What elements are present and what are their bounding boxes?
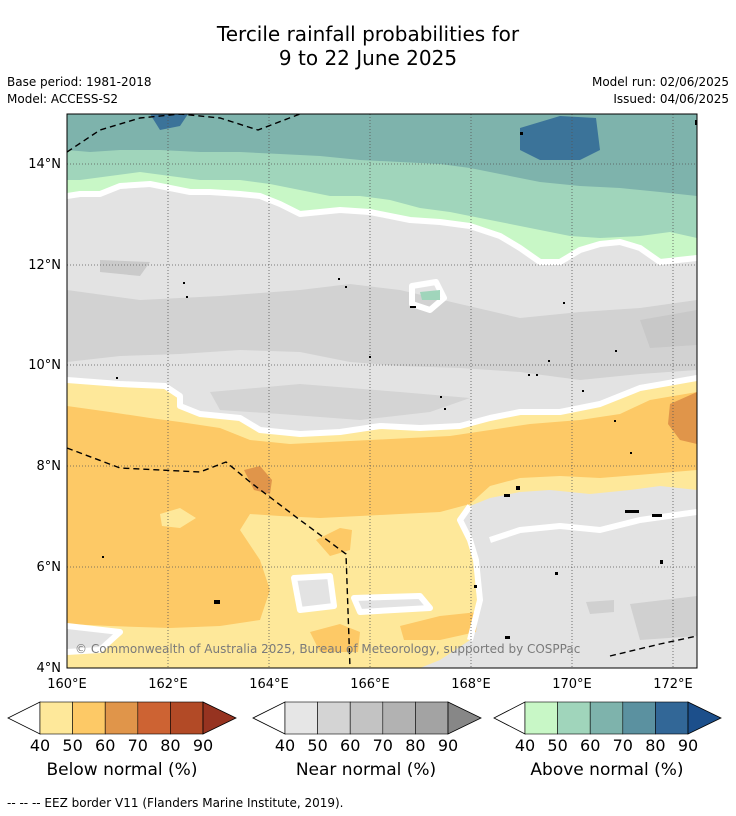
legend-colorbars: 40 50 60 70 80 90 40 50 60 70 80 90 40 50 60 70 80 90 bbox=[7, 701, 722, 755]
legend-color-swatch bbox=[589, 701, 624, 735]
legend-color-swatch bbox=[317, 701, 351, 735]
above-80-region-west bbox=[150, 114, 188, 130]
legend-above-label: Above normal (%) bbox=[530, 760, 684, 780]
legend-upper-extension bbox=[202, 701, 237, 735]
x-tick-label: 166°E bbox=[350, 677, 390, 692]
above-80-region bbox=[520, 116, 600, 160]
y-tick-label: 8°N bbox=[37, 459, 62, 474]
legend-lower-extension bbox=[252, 701, 286, 735]
near-50-patch bbox=[210, 384, 470, 420]
legend-color-swatch bbox=[382, 701, 416, 735]
legend-color-swatch bbox=[655, 701, 689, 735]
legend-color-swatch bbox=[104, 701, 139, 735]
meta-left: Base period: 1981-2018 Model: ACCESS-S2 bbox=[7, 74, 152, 108]
legend-tick-label: 70 bbox=[373, 736, 393, 755]
x-tick-label: 172°E bbox=[653, 677, 693, 692]
legend-upper-extension bbox=[687, 701, 722, 735]
near-50-patch-se bbox=[630, 596, 697, 640]
legend-color-swatch bbox=[622, 701, 656, 735]
map-plot-area: © Commonwealth of Australia 2025, Bureau… bbox=[67, 114, 697, 668]
meta-right: Model run: 02/06/2025 Issued: 04/06/2025 bbox=[592, 74, 729, 108]
below-60-patch-east bbox=[668, 392, 697, 444]
legend-tick-label: 90 bbox=[678, 736, 698, 755]
legend-lower-extension bbox=[493, 701, 526, 735]
graticule bbox=[67, 114, 697, 668]
near-50-patch-se2 bbox=[586, 600, 614, 614]
near-60-patch bbox=[100, 260, 150, 276]
title-line-2: 9 to 22 June 2025 bbox=[278, 46, 458, 70]
issued-date: Issued: 04/06/2025 bbox=[613, 92, 729, 106]
base-period: Base period: 1981-2018 bbox=[7, 75, 152, 89]
island-markers bbox=[102, 120, 697, 639]
eez-borders bbox=[67, 114, 697, 668]
plot-frame bbox=[66, 113, 698, 669]
legend-tick-label: 60 bbox=[95, 736, 115, 755]
legend-tick-label: 40 bbox=[515, 736, 535, 755]
legend-tick-label: 40 bbox=[275, 736, 295, 755]
near-normal-patch bbox=[294, 576, 334, 610]
below-60-patch bbox=[244, 466, 272, 494]
x-tick-label: 164°E bbox=[249, 677, 289, 692]
legend-color-swatch bbox=[349, 701, 384, 735]
copyright-text: © Commonwealth of Australia 2025, Bureau… bbox=[75, 642, 580, 656]
legend-color-swatch bbox=[72, 701, 106, 735]
legend-tick-label: 50 bbox=[307, 736, 327, 755]
legend-tick-label: 50 bbox=[547, 736, 567, 755]
legend-color-swatch bbox=[39, 701, 73, 735]
below-40-island bbox=[160, 508, 196, 528]
legend-color-swatch bbox=[524, 701, 558, 735]
y-tick-label: 6°N bbox=[37, 560, 62, 575]
below-50-patch-s2 bbox=[400, 612, 478, 640]
legend-color-swatch bbox=[170, 701, 204, 735]
legend-tick-label: 60 bbox=[340, 736, 360, 755]
model-name: Model: ACCESS-S2 bbox=[7, 92, 119, 106]
legend-color-swatch bbox=[557, 701, 591, 735]
axis-labels: 160°E 162°E 164°E 166°E 168°E 170°E 172°… bbox=[28, 157, 693, 692]
y-tick-label: 4°N bbox=[37, 661, 62, 676]
legend-color-swatch bbox=[415, 701, 449, 735]
legend-tick-label: 80 bbox=[405, 736, 425, 755]
legend-tick-label: 80 bbox=[645, 736, 665, 755]
model-run: Model run: 02/06/2025 bbox=[591, 75, 729, 89]
legend-below-label: Below normal (%) bbox=[46, 760, 198, 780]
near-60-patch-east bbox=[640, 310, 697, 348]
x-tick-label: 168°E bbox=[451, 677, 491, 692]
x-tick-label: 162°E bbox=[148, 677, 188, 692]
legend-tick-label: 80 bbox=[160, 736, 180, 755]
above-50-island bbox=[420, 290, 440, 300]
tercile-boundaries bbox=[67, 181, 697, 655]
below-50-region bbox=[67, 392, 697, 628]
y-tick-label: 12°N bbox=[28, 258, 61, 273]
legend-near-label: Near normal (%) bbox=[295, 760, 437, 780]
legend-tick-label: 40 bbox=[30, 736, 50, 755]
below-50-patch-south bbox=[310, 624, 360, 652]
legend-tick-label: 90 bbox=[193, 736, 213, 755]
y-tick-label: 14°N bbox=[28, 157, 61, 172]
x-tick-label: 170°E bbox=[552, 677, 592, 692]
legend-tick-label: 90 bbox=[438, 736, 458, 755]
legend-lower-extension bbox=[7, 701, 41, 735]
x-tick-label: 160°E bbox=[47, 677, 87, 692]
legend-tick-label: 70 bbox=[613, 736, 633, 755]
legend-tick-label: 50 bbox=[62, 736, 82, 755]
legend-tick-label: 70 bbox=[128, 736, 148, 755]
y-tick-label: 10°N bbox=[28, 358, 61, 373]
map-title: Tercile rainfall probabilities for 9 to … bbox=[0, 22, 736, 70]
near-50-band bbox=[67, 284, 697, 380]
near-normal-south-east bbox=[482, 512, 697, 630]
legend-tick-label: 60 bbox=[580, 736, 600, 755]
legend-upper-extension bbox=[447, 701, 482, 735]
eez-footnote: -- -- -- EEZ border V11 (Flanders Marine… bbox=[7, 796, 344, 810]
title-line-1: Tercile rainfall probabilities for bbox=[216, 22, 520, 46]
legend-color-swatch bbox=[137, 701, 171, 735]
legend-color-swatch bbox=[284, 701, 318, 735]
below-50-patch bbox=[316, 528, 352, 556]
